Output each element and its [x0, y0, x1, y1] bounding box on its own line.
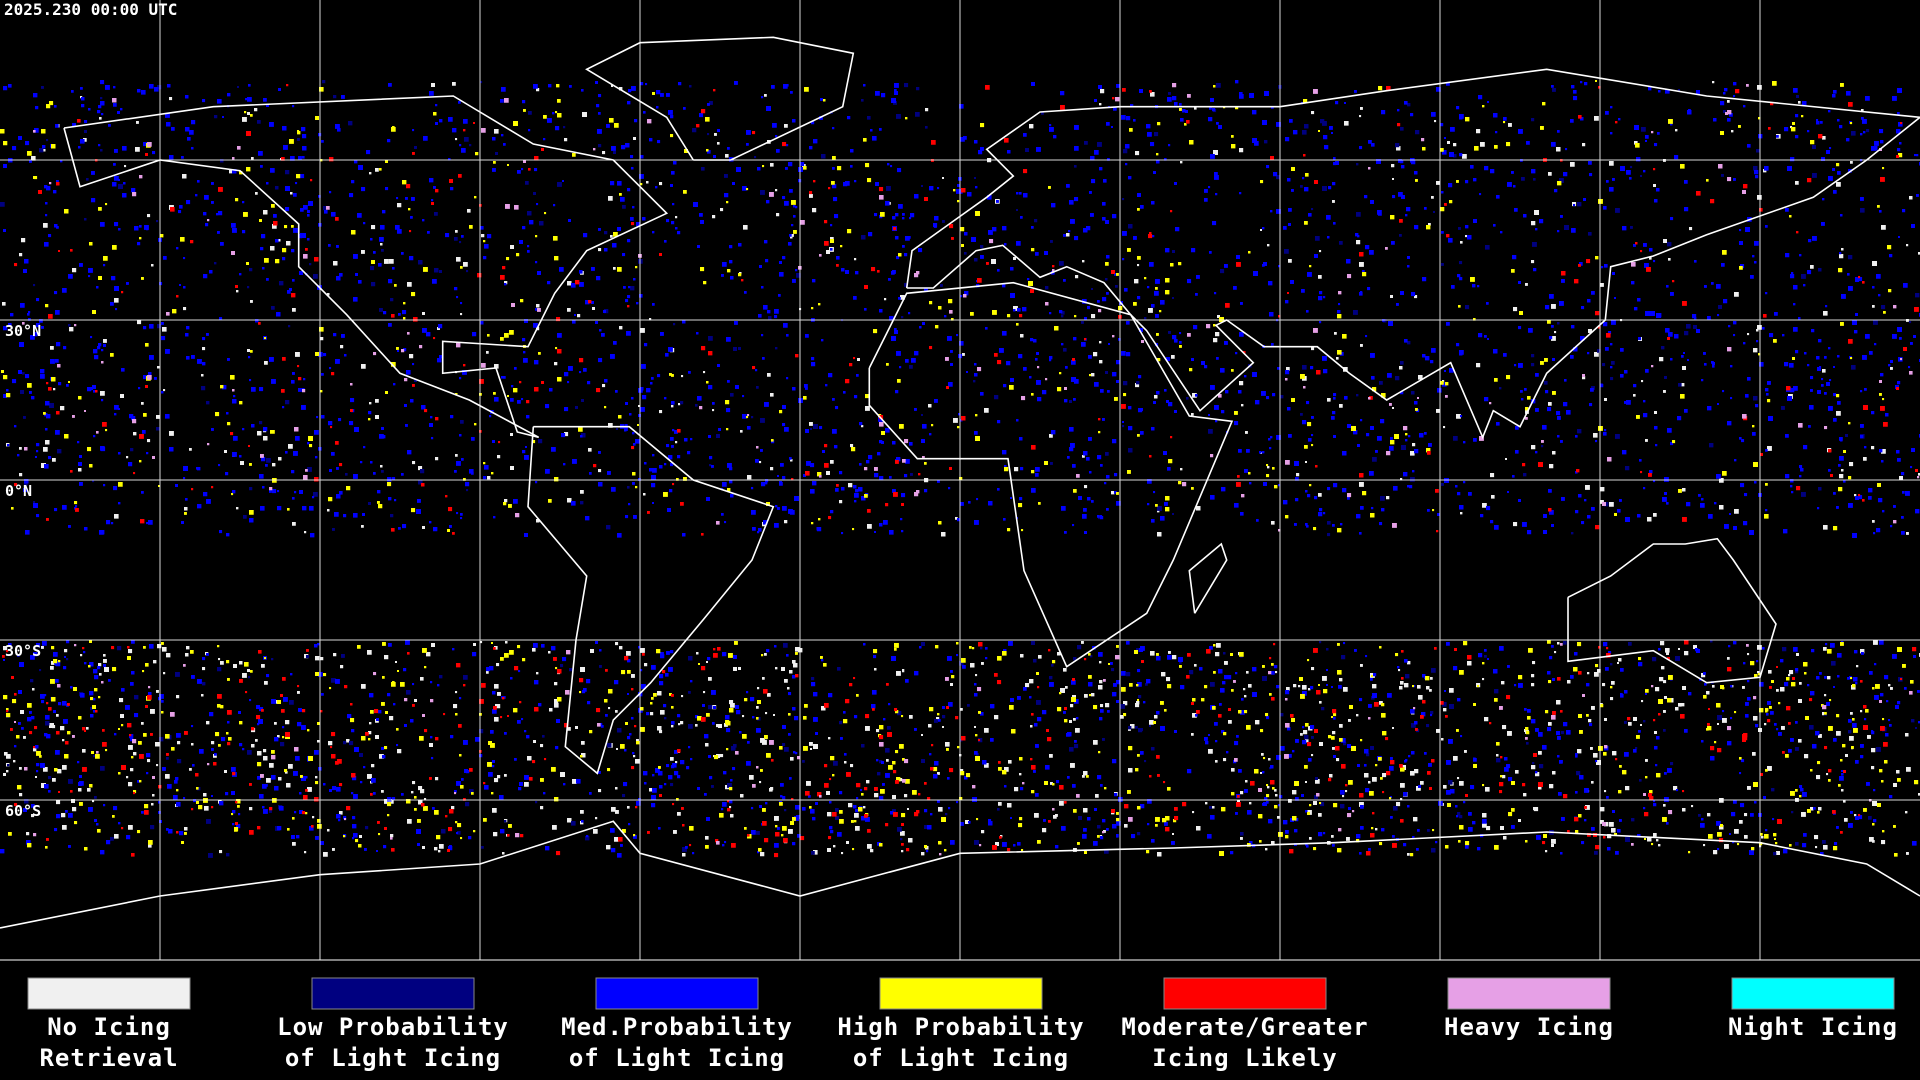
icing-speckles — [2, 84, 1919, 858]
legend-swatch — [1731, 977, 1895, 1010]
legend-swatch — [879, 977, 1043, 1010]
coastline — [1567, 537, 1777, 684]
coastline — [527, 425, 775, 775]
legend-label: Low Probability — [277, 1013, 509, 1041]
legend-swatch — [1447, 977, 1611, 1010]
legend-swatch — [595, 977, 759, 1010]
legend-label: of Light Icing — [285, 1044, 501, 1072]
coastlines — [0, 36, 1920, 929]
coastline — [0, 820, 1920, 929]
legend-label: of Light Icing — [853, 1044, 1069, 1072]
legend-label: Moderate/Greater — [1121, 1013, 1368, 1041]
legend-label: Retrieval — [39, 1044, 178, 1072]
legend-label: of Light Icing — [569, 1044, 785, 1072]
legend-label: No Icing — [47, 1013, 171, 1041]
latitude-label: 30°N — [5, 322, 41, 340]
graticule — [0, 0, 1920, 960]
latitude-label: 30°S — [5, 642, 41, 660]
coastline — [1188, 542, 1228, 614]
coastline — [905, 68, 1920, 440]
latitude-label: 60°S — [5, 802, 41, 820]
legend-swatch — [1163, 977, 1327, 1010]
coastline — [63, 95, 669, 439]
legend-label: Night Icing — [1728, 1013, 1898, 1041]
legend-label: Icing Likely — [1152, 1044, 1337, 1072]
legend: No Icing Retrieval Low Probability of Light… — [27, 977, 1898, 1072]
legend-label: Med.Probability — [561, 1013, 793, 1041]
latitude-label: 0°N — [5, 482, 32, 500]
coastline — [868, 281, 1234, 668]
latitude-labels: 30°N 0°N 30°S 60°S — [5, 322, 41, 820]
legend-label: Heavy Icing — [1444, 1013, 1614, 1041]
legend-label: High Probability — [837, 1013, 1084, 1041]
legend-swatch — [27, 977, 191, 1010]
legend-swatch — [311, 977, 475, 1010]
icing-field — [0, 80, 1920, 858]
timestamp: 2025.230 00:00 UTC — [4, 0, 177, 19]
